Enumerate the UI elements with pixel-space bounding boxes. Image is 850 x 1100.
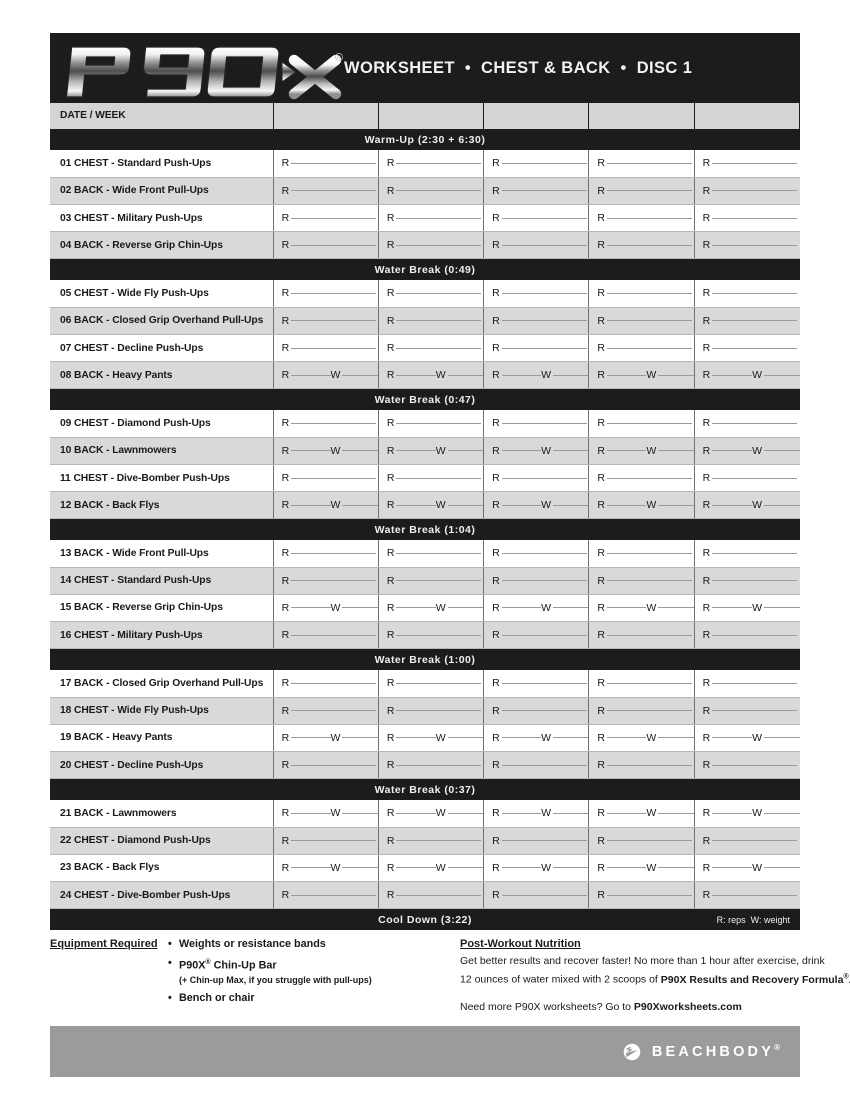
svg-text:R: R bbox=[337, 55, 341, 61]
